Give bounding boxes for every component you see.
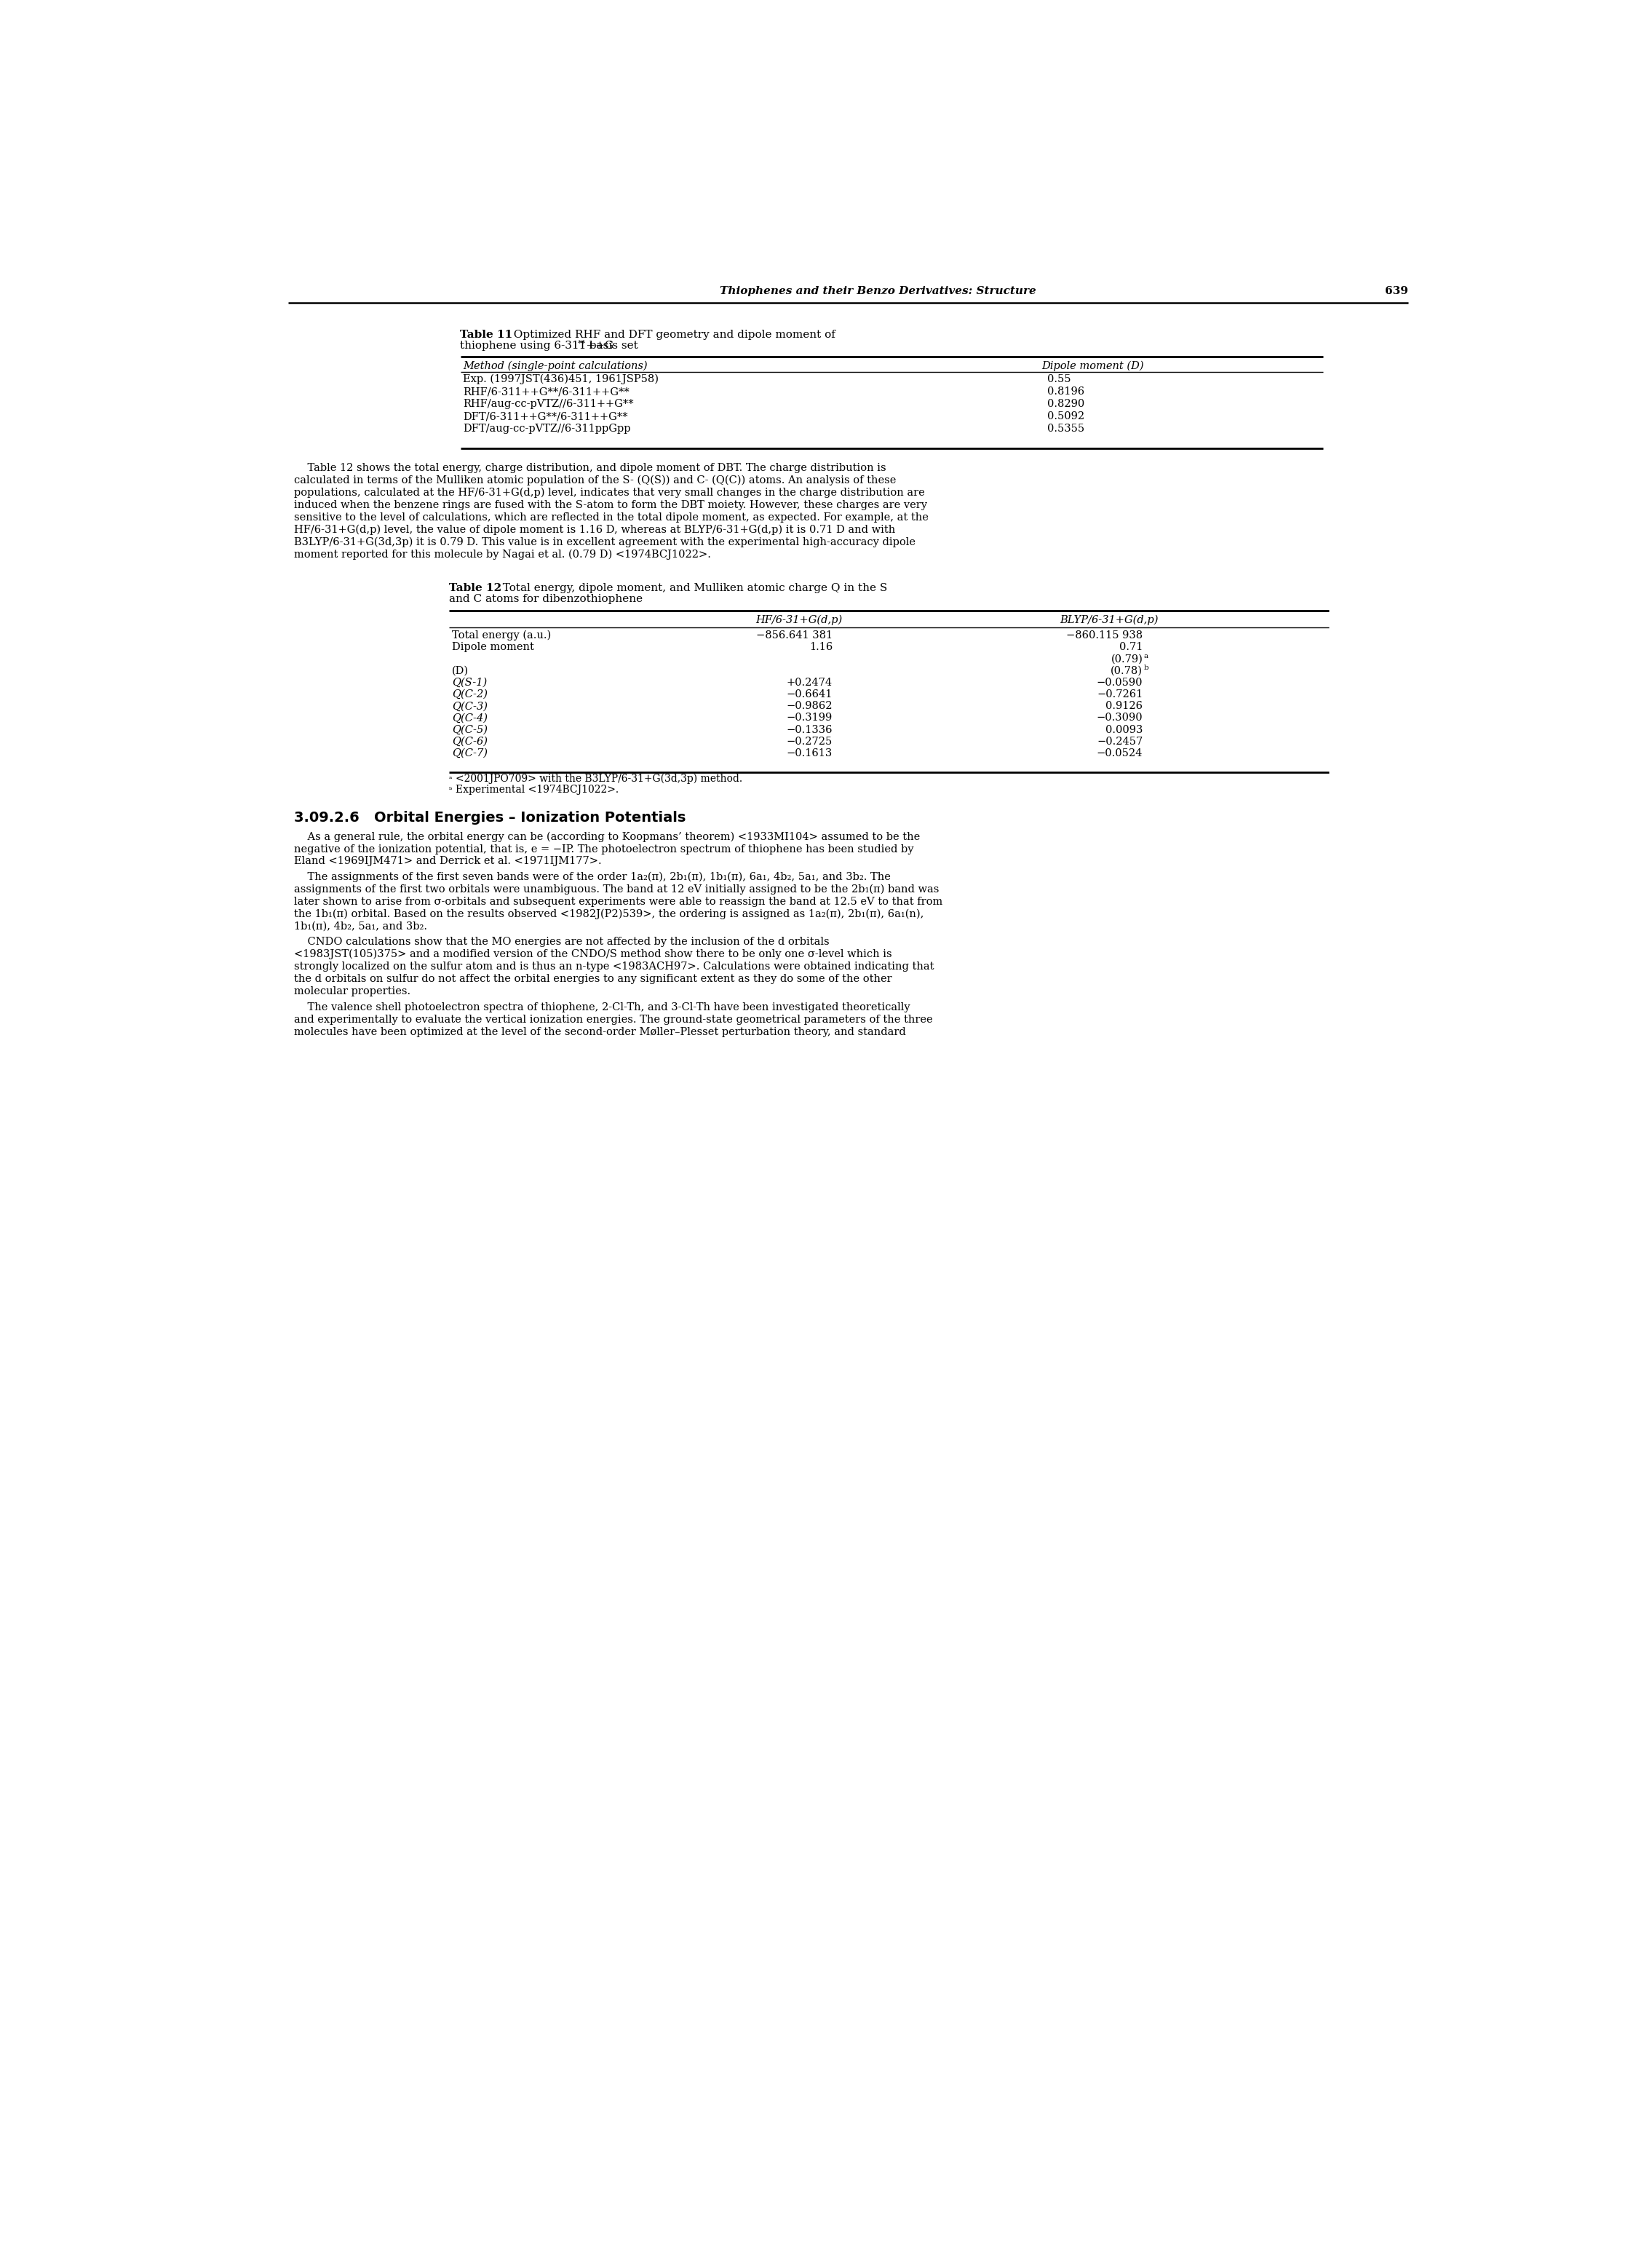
- Text: strongly localized on the sulfur atom and is thus an n-type <1983ACH97>. Calcula: strongly localized on the sulfur atom an…: [294, 962, 933, 973]
- Text: Q(C-7): Q(C-7): [453, 748, 487, 759]
- Text: −0.1613: −0.1613: [786, 748, 833, 759]
- Text: 0.71: 0.71: [1118, 642, 1143, 653]
- Text: thiophene using 6-311++G: thiophene using 6-311++G: [461, 340, 615, 351]
- Text: −0.3199: −0.3199: [786, 714, 833, 723]
- Text: b: b: [1143, 664, 1148, 671]
- Text: −0.9862: −0.9862: [786, 700, 833, 712]
- Text: The valence shell photoelectron spectra of thiophene, 2-Cl-Th, and 3-Cl-Th have : The valence shell photoelectron spectra …: [294, 1002, 910, 1011]
- Text: Table 11: Table 11: [461, 329, 512, 340]
- Text: the 1b₁(π) orbital. Based on the results observed <1982J(P2)539>, the ordering i: the 1b₁(π) orbital. Based on the results…: [294, 910, 923, 919]
- Text: assignments of the first two orbitals were unambiguous. The band at 12 eV initia: assignments of the first two orbitals we…: [294, 885, 938, 894]
- Text: −856.641 381: −856.641 381: [757, 631, 833, 640]
- Text: ᵃ: ᵃ: [449, 775, 453, 784]
- Text: molecular properties.: molecular properties.: [294, 986, 410, 998]
- Text: induced when the benzene rings are fused with the S-atom to form the DBT moiety.: induced when the benzene rings are fused…: [294, 500, 927, 509]
- Text: Q(C-5): Q(C-5): [453, 725, 487, 734]
- Text: negative of the ionization potential, that is, e = −IP. The photoelectron spectr: negative of the ionization potential, th…: [294, 844, 914, 854]
- Text: 1.16: 1.16: [809, 642, 833, 653]
- Text: <1983JST(105)375> and a modified version of the CNDO/S method show there to be o: <1983JST(105)375> and a modified version…: [294, 948, 892, 959]
- Text: Method (single-point calculations): Method (single-point calculations): [463, 360, 648, 372]
- Text: −0.0524: −0.0524: [1097, 748, 1143, 759]
- Text: Thiophenes and their Benzo Derivatives: Structure: Thiophenes and their Benzo Derivatives: …: [720, 286, 1036, 295]
- Text: Optimized RHF and DFT geometry and dipole moment of: Optimized RHF and DFT geometry and dipol…: [507, 329, 836, 340]
- Text: −0.3090: −0.3090: [1097, 714, 1143, 723]
- Text: Table 12: Table 12: [449, 583, 502, 592]
- Text: **: **: [578, 340, 586, 347]
- Text: 3.09.2.6   Orbital Energies – Ionization Potentials: 3.09.2.6 Orbital Energies – Ionization P…: [294, 811, 686, 824]
- Text: As a general rule, the orbital energy can be (according to Koopmans’ theorem) <1: As a general rule, the orbital energy ca…: [294, 831, 920, 842]
- Text: the d orbitals on sulfur do not affect the orbital energies to any significant e: the d orbitals on sulfur do not affect t…: [294, 975, 892, 984]
- Text: sensitive to the level of calculations, which are reflected in the total dipole : sensitive to the level of calculations, …: [294, 511, 928, 522]
- Text: 0.0093: 0.0093: [1105, 725, 1143, 734]
- Text: <2001JPO709> with the B3LYP/6-31+G(3d,3p) method.: <2001JPO709> with the B3LYP/6-31+G(3d,3p…: [456, 772, 743, 784]
- Text: 639: 639: [1384, 286, 1408, 295]
- Text: Q(S-1): Q(S-1): [453, 678, 487, 687]
- Text: 1b₁(π), 4b₂, 5a₁, and 3b₂.: 1b₁(π), 4b₂, 5a₁, and 3b₂.: [294, 921, 428, 932]
- Text: B3LYP/6-31+G(3d,3p) it is 0.79 D. This value is in excellent agreement with the : B3LYP/6-31+G(3d,3p) it is 0.79 D. This v…: [294, 536, 915, 547]
- Text: −0.7261: −0.7261: [1097, 689, 1143, 700]
- Text: −0.1336: −0.1336: [786, 725, 833, 734]
- Text: HF/6-31+G(d,p) level, the value of dipole moment is 1.16 D, whereas at BLYP/6-31: HF/6-31+G(d,p) level, the value of dipol…: [294, 525, 895, 534]
- Text: calculated in terms of the Mulliken atomic population of the S- (Q(S)) and C- (Q: calculated in terms of the Mulliken atom…: [294, 475, 895, 486]
- Text: 0.9126: 0.9126: [1105, 700, 1143, 712]
- Text: Total energy, dipole moment, and Mulliken atomic charge Q in the S: Total energy, dipole moment, and Mullike…: [496, 583, 887, 592]
- Text: basis set: basis set: [585, 340, 638, 351]
- Text: 0.8196: 0.8196: [1047, 387, 1084, 396]
- Text: Q(C-4): Q(C-4): [453, 714, 487, 723]
- Text: −0.6641: −0.6641: [786, 689, 833, 700]
- Text: The assignments of the first seven bands were of the order 1a₂(π), 2b₁(π), 1b₁(π: The assignments of the first seven bands…: [294, 872, 890, 883]
- Text: DFT/aug-cc-pVTZ//6-311ppGpp: DFT/aug-cc-pVTZ//6-311ppGpp: [463, 423, 631, 435]
- Text: (0.78): (0.78): [1110, 667, 1143, 676]
- Text: molecules have been optimized at the level of the second-order Møller–Plesset pe: molecules have been optimized at the lev…: [294, 1027, 905, 1036]
- Text: 0.5092: 0.5092: [1047, 412, 1084, 421]
- Text: Q(C-3): Q(C-3): [453, 700, 487, 712]
- Text: +0.2474: +0.2474: [786, 678, 833, 687]
- Text: CNDO calculations show that the MO energies are not affected by the inclusion of: CNDO calculations show that the MO energ…: [294, 937, 829, 948]
- Text: Table 12 shows the total energy, charge distribution, and dipole moment of DBT. : Table 12 shows the total energy, charge …: [294, 464, 885, 473]
- Text: Total energy (a.u.): Total energy (a.u.): [453, 631, 552, 640]
- Text: RHF/6-311++G**/6-311++G**: RHF/6-311++G**/6-311++G**: [463, 387, 629, 396]
- Text: RHF/aug-cc-pVTZ//6-311++G**: RHF/aug-cc-pVTZ//6-311++G**: [463, 399, 634, 410]
- Text: populations, calculated at the HF/6-31+G(d,p) level, indicates that very small c: populations, calculated at the HF/6-31+G…: [294, 486, 925, 498]
- Text: and C atoms for dibenzothiophene: and C atoms for dibenzothiophene: [449, 595, 643, 604]
- Text: Exp. (1997JST(436)451, 1961JSP58): Exp. (1997JST(436)451, 1961JSP58): [463, 374, 659, 385]
- Text: Q(C-6): Q(C-6): [453, 736, 487, 748]
- Text: Eland <1969IJM471> and Derrick et al. <1971IJM177>.: Eland <1969IJM471> and Derrick et al. <1…: [294, 856, 601, 867]
- Text: later shown to arise from σ-orbitals and subsequent experiments were able to rea: later shown to arise from σ-orbitals and…: [294, 896, 943, 908]
- Text: −0.2457: −0.2457: [1097, 736, 1143, 748]
- Text: and experimentally to evaluate the vertical ionization energies. The ground-stat: and experimentally to evaluate the verti…: [294, 1013, 933, 1025]
- Text: BLYP/6-31+G(d,p): BLYP/6-31+G(d,p): [1059, 615, 1158, 626]
- Text: Experimental <1974BCJ1022>.: Experimental <1974BCJ1022>.: [456, 784, 620, 795]
- Text: 0.5355: 0.5355: [1047, 423, 1084, 435]
- Text: Dipole moment: Dipole moment: [453, 642, 534, 653]
- Text: (D): (D): [453, 667, 469, 676]
- Text: −0.0590: −0.0590: [1097, 678, 1143, 687]
- Text: Q(C-2): Q(C-2): [453, 689, 487, 700]
- Text: HF/6-31+G(d,p): HF/6-31+G(d,p): [755, 615, 843, 626]
- Text: DFT/6-311++G**/6-311++G**: DFT/6-311++G**/6-311++G**: [463, 412, 628, 421]
- Text: (0.79): (0.79): [1110, 653, 1143, 664]
- Text: −860.115 938: −860.115 938: [1066, 631, 1143, 640]
- Text: 0.55: 0.55: [1047, 374, 1070, 385]
- Text: −0.2725: −0.2725: [786, 736, 833, 748]
- Text: ᵇ: ᵇ: [449, 786, 453, 795]
- Text: moment reported for this molecule by Nagai et al. (0.79 D) <1974BCJ1022>.: moment reported for this molecule by Nag…: [294, 549, 710, 558]
- Text: a: a: [1143, 653, 1148, 660]
- Text: Dipole moment (D): Dipole moment (D): [1041, 360, 1143, 372]
- Text: 0.8290: 0.8290: [1047, 399, 1084, 410]
